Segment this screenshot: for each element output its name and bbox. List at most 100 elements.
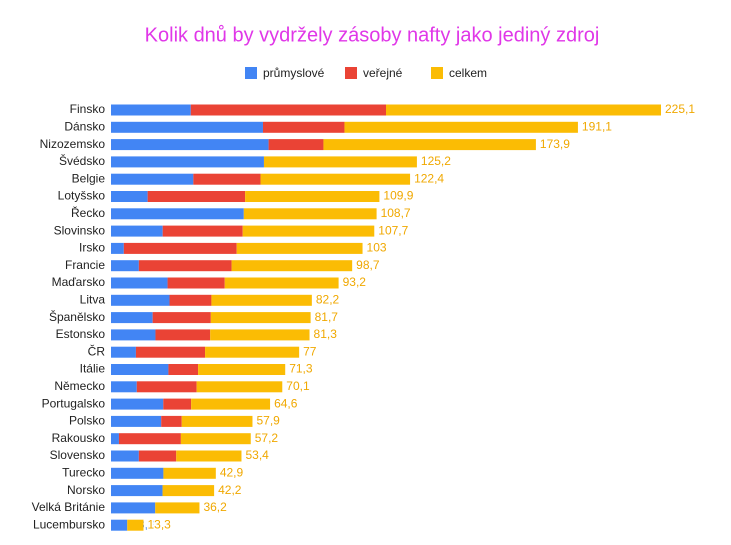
bar-segment [323,139,536,151]
bar-segment [111,156,264,168]
bar-segment [111,191,148,202]
bar-segment [111,502,156,514]
bar-segment [242,225,375,237]
y-tick-label: Nizozemsko [40,137,106,151]
y-tick-label: Portugalsko [42,396,106,410]
bar-segment [111,121,263,133]
bar-segment [111,104,191,116]
bar-segment [198,364,286,375]
bar-segment [127,519,144,531]
y-tick-label: Litva [80,292,106,306]
bar-segment [111,260,139,272]
bar-segment [176,450,242,462]
bar-segment [163,398,192,410]
bar-segment [224,277,339,289]
y-tick-label: Turecko [62,465,105,479]
y-tick-label: Norsko [67,483,105,497]
bar-segment [190,104,386,116]
bar-segment [210,329,310,341]
bar-segment [155,329,211,341]
bar-segment [193,173,261,185]
bar-segment [152,312,211,324]
data-label: 77 [303,344,317,358]
bar-segment [111,485,163,497]
data-label: 103 [367,241,387,255]
data-label: 109,9 [383,189,413,203]
y-tick-label: Velká Británie [32,500,106,514]
bar-segment [210,312,311,324]
bar-segment [161,415,182,427]
data-label: 82,2 [316,292,340,306]
bar-segment [162,485,215,497]
bar-segment [136,381,197,393]
y-tick-label: Itálie [80,362,106,376]
bar-segment [118,433,181,445]
data-label: 13,3 [147,517,171,531]
bar-segment [211,294,312,306]
bar-segment [205,346,300,358]
y-tick-label: Německo [54,379,105,393]
bar-segment [135,346,206,358]
legend-swatch [245,67,257,79]
data-label: 71,3 [289,362,313,376]
data-label: 36,2 [203,500,227,514]
bar-segment [191,398,271,410]
y-tick-label: Polsko [69,414,105,428]
legend-label: veřejné [363,66,403,80]
y-tick-label: Belgie [72,171,106,185]
bar-segment [260,173,411,185]
y-tick-label: Švédsko [59,153,105,168]
legend-swatch [431,67,443,79]
bar-segment [245,191,380,202]
y-tick-label: Finsko [70,102,106,116]
bar-segment [138,450,177,462]
legend-swatch [345,67,357,79]
bar-segment [138,260,232,272]
bar-segment [236,242,363,254]
y-tick-label: Maďarsko [52,275,106,289]
bar-segment [243,208,377,220]
bar-segment [111,294,170,306]
data-label: 81,7 [315,310,339,324]
bar-segment [169,294,212,306]
bar-segment [111,398,164,410]
bar-segment [168,364,199,375]
bar-segment [111,225,163,237]
data-label: 64,6 [274,396,298,410]
bar-segment [162,225,243,237]
data-label: 53,4 [245,448,269,462]
bar-segment [111,139,269,151]
bar-segment [181,415,253,427]
data-label: 42,9 [220,465,244,479]
bar-segment [111,329,156,341]
y-tick-label: ČR [88,343,106,358]
bar-segment [147,191,246,202]
bar-segment [180,433,251,445]
data-label: 93,2 [343,275,367,289]
bar-segment [196,381,283,393]
y-tick-label: Irsko [79,241,105,255]
bar-segment [111,208,244,220]
data-label: 225,1 [665,102,695,116]
bar-segment [268,139,324,151]
bar-segment [111,277,168,289]
bar-segment [344,121,578,133]
bar-segment [263,156,417,168]
bar-segment [111,450,139,462]
data-label: 173,9 [540,137,570,151]
bar-segment [231,260,353,272]
bar-segment [155,502,200,514]
y-tick-label: Slovinsko [54,223,106,237]
y-tick-label: Slovensko [50,448,106,462]
bar-segment [111,467,164,479]
legend-label: průmyslové [263,66,325,80]
bar-segment [123,242,237,254]
data-label: 81,3 [314,327,338,341]
y-tick-label: Lotyšsko [58,189,106,203]
y-tick-label: Lucembursko [33,517,105,531]
bar-segment [111,173,194,185]
data-label: 57,9 [256,414,280,428]
y-tick-label: Francie [65,258,105,272]
data-label: 191,1 [582,119,612,133]
